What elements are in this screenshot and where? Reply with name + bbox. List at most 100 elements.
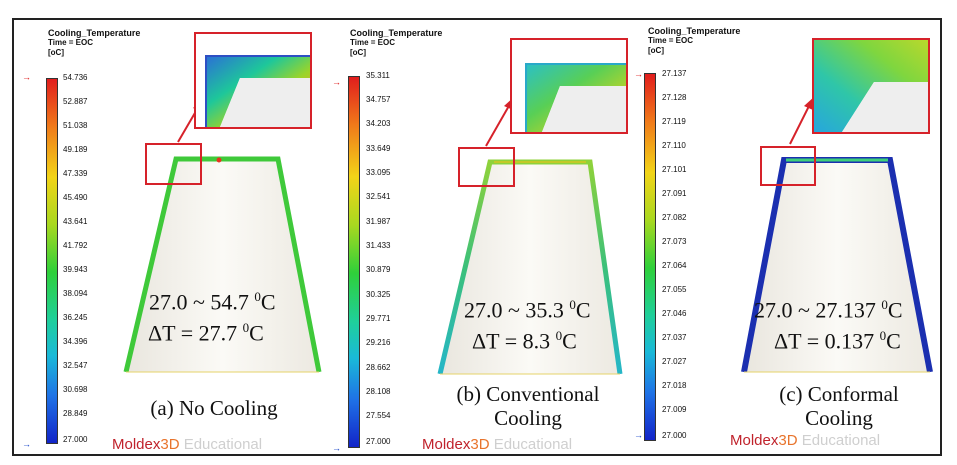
part-body	[744, 160, 930, 372]
scale-tick: 28.108	[366, 387, 391, 396]
scale-tick: 27.000	[366, 437, 391, 446]
scale-tick: 28.849	[63, 409, 88, 418]
scale-tick: 30.879	[366, 265, 391, 274]
moldex3d-logo: Moldex3D Educational	[730, 432, 881, 449]
scale-tick: 33.095	[366, 168, 391, 177]
legend-title: Cooling_Temperature	[350, 28, 443, 38]
panel-conventional-cooling: Cooling_Temperature Time = EOC [oC] → → …	[324, 20, 634, 454]
scale-tick: 34.203	[366, 119, 391, 128]
scale-tick: 52.887	[63, 97, 88, 106]
scale-tick: 34.757	[366, 95, 391, 104]
scale-tick: 31.433	[366, 241, 391, 250]
scale-tick: 31.987	[366, 217, 391, 226]
panel-conformal-cooling: Cooling_Temperature Time = EOC [oC] → → …	[634, 20, 940, 454]
scale-tick: 27.037	[662, 333, 687, 342]
scale-tick: 27.128	[662, 93, 687, 102]
temperature-range-label: 27.0 ~ 35.3 0C ΔT = 8.3 0C	[464, 297, 591, 354]
zoom-inset-render	[814, 40, 928, 132]
part-body	[126, 159, 319, 372]
scale-tick: 27.554	[366, 411, 391, 420]
scale-tick: 27.091	[662, 189, 687, 198]
scale-tick: 27.110	[662, 141, 686, 150]
max-marker-arrow: →	[22, 72, 31, 82]
part-geometry	[123, 98, 322, 373]
legend-unit: [oC]	[648, 46, 664, 55]
zoom-inset-render	[512, 40, 626, 132]
panel-caption: (a) No Cooling	[150, 396, 278, 420]
highlight-box	[760, 146, 816, 186]
scale-tick: 39.943	[63, 265, 88, 274]
zoom-inset	[812, 38, 930, 134]
zoom-inset	[510, 38, 628, 134]
scale-tick: 30.325	[366, 290, 391, 299]
legend-time: Time = EOC	[648, 36, 693, 45]
highlight-box	[145, 143, 202, 185]
legend-header: Cooling_Temperature Time = EOC [oC]	[48, 28, 140, 58]
moldex3d-logo: Moldex3D Educational	[422, 436, 573, 453]
scale-tick: 35.311	[366, 71, 390, 80]
callout-arrow	[789, 103, 811, 145]
scale-tick: 45.490	[63, 193, 88, 202]
scale-tick: 33.649	[366, 144, 391, 153]
legend-time: Time = EOC	[350, 38, 395, 47]
scale-tick: 28.662	[366, 363, 391, 372]
scale-tick: 27.055	[662, 285, 687, 294]
legend-header: Cooling_Temperature Time = EOC [oC]	[350, 28, 442, 58]
hotspot-mark	[216, 157, 222, 163]
panel-caption: (b) Conventional Cooling	[456, 382, 600, 430]
moldex3d-logo: Moldex3D Educational	[112, 436, 263, 453]
scale-tick: 51.038	[63, 121, 88, 130]
scale-tick: 30.698	[63, 385, 88, 394]
part-body	[440, 162, 620, 374]
scale-tick: 27.137	[662, 69, 687, 78]
scale-tick: 43.641	[63, 217, 88, 226]
legend-unit: [oC]	[350, 48, 366, 57]
scale-tick: 27.009	[662, 405, 687, 414]
temperature-range-label: 27.0 ~ 27.137 0C ΔT = 0.137 0C	[754, 297, 903, 354]
scale-tick: 36.245	[63, 313, 88, 322]
min-marker-arrow: →	[634, 430, 643, 440]
scale-tick: 27.000	[662, 431, 687, 440]
legend-unit: [oC]	[48, 48, 64, 57]
scale-tick: 32.547	[63, 361, 88, 370]
legend-time: Time = EOC	[48, 38, 93, 47]
color-scale-bar	[644, 73, 656, 441]
figure-frame: Cooling_Temperature Time = EOC [oC] → → …	[12, 18, 942, 456]
callout-arrow	[485, 103, 511, 147]
part-wall	[123, 156, 322, 373]
scale-tick: 27.027	[662, 357, 687, 366]
max-marker-arrow: →	[332, 77, 341, 87]
scale-tick: 49.189	[63, 145, 88, 154]
scale-tick: 27.000	[63, 435, 88, 444]
legend-header: Cooling_Temperature Time = EOC [oC]	[648, 26, 740, 56]
min-marker-arrow: →	[332, 443, 341, 453]
scale-tick: 32.541	[366, 192, 391, 201]
part-geometry	[437, 96, 623, 375]
legend-title: Cooling_Temperature	[648, 26, 741, 36]
min-marker-arrow: →	[22, 439, 31, 449]
scale-tick: 29.771	[366, 314, 391, 323]
scale-tick: 27.064	[662, 261, 687, 270]
scale-tick: 38.094	[63, 289, 88, 298]
scale-tick: 27.082	[662, 213, 687, 222]
scale-tick: 27.073	[662, 237, 687, 246]
scale-tick: 27.046	[662, 309, 687, 318]
color-scale-bar	[348, 76, 360, 448]
zoom-inset	[194, 32, 312, 129]
temperature-range-label: 27.0 ~ 54.7 0C ΔT = 27.7 0C	[148, 289, 276, 346]
scale-tick: 41.792	[63, 241, 88, 250]
scale-tick: 27.119	[662, 117, 686, 126]
scale-tick: 54.736	[63, 73, 88, 82]
scale-tick: 29.216	[366, 338, 391, 347]
max-marker-arrow: →	[634, 69, 643, 79]
scale-tick: 27.101	[662, 165, 687, 174]
highlight-box	[458, 147, 515, 187]
panel-caption: (c) Conformal Cooling	[779, 382, 899, 430]
color-scale-bar	[46, 78, 58, 444]
scale-tick: 27.018	[662, 381, 687, 390]
part-geometry	[741, 96, 933, 373]
scale-tick: 47.339	[63, 169, 88, 178]
scale-tick: 34.396	[63, 337, 88, 346]
zoom-inset-render	[196, 34, 310, 127]
panel-no-cooling: Cooling_Temperature Time = EOC [oC] → → …	[14, 20, 324, 454]
